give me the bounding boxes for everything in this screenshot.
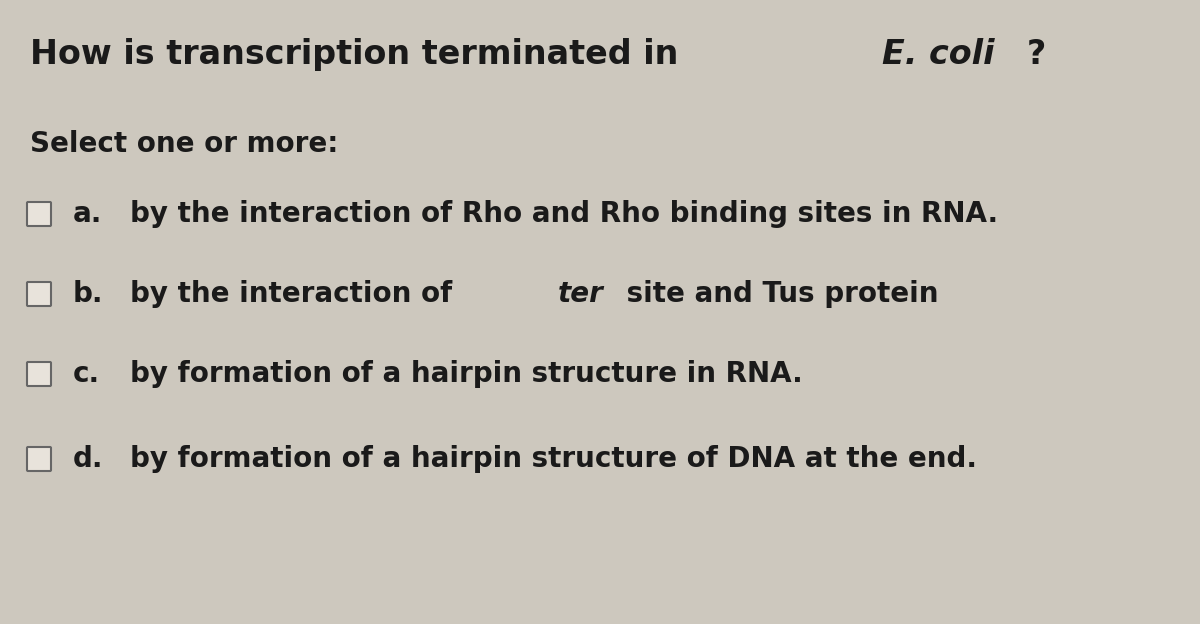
- Text: b.: b.: [73, 280, 103, 308]
- Text: E. coli: E. coli: [882, 38, 995, 71]
- Text: by formation of a hairpin structure in RNA.: by formation of a hairpin structure in R…: [130, 360, 803, 388]
- FancyBboxPatch shape: [28, 447, 50, 471]
- Text: ?: ?: [1027, 38, 1046, 71]
- FancyBboxPatch shape: [28, 282, 50, 306]
- Text: a.: a.: [73, 200, 102, 228]
- FancyBboxPatch shape: [28, 362, 50, 386]
- Text: c.: c.: [73, 360, 100, 388]
- Text: by the interaction of Rho and Rho binding sites in RNA.: by the interaction of Rho and Rho bindin…: [130, 200, 998, 228]
- Text: How is transcription terminated in: How is transcription terminated in: [30, 38, 690, 71]
- Text: by the interaction of: by the interaction of: [130, 280, 462, 308]
- Text: d.: d.: [73, 445, 103, 473]
- Text: by formation of a hairpin structure of DNA at the end.: by formation of a hairpin structure of D…: [130, 445, 977, 473]
- FancyBboxPatch shape: [28, 202, 50, 226]
- Text: ter: ter: [558, 280, 604, 308]
- Text: Select one or more:: Select one or more:: [30, 130, 338, 158]
- Text: site and Tus protein: site and Tus protein: [617, 280, 938, 308]
